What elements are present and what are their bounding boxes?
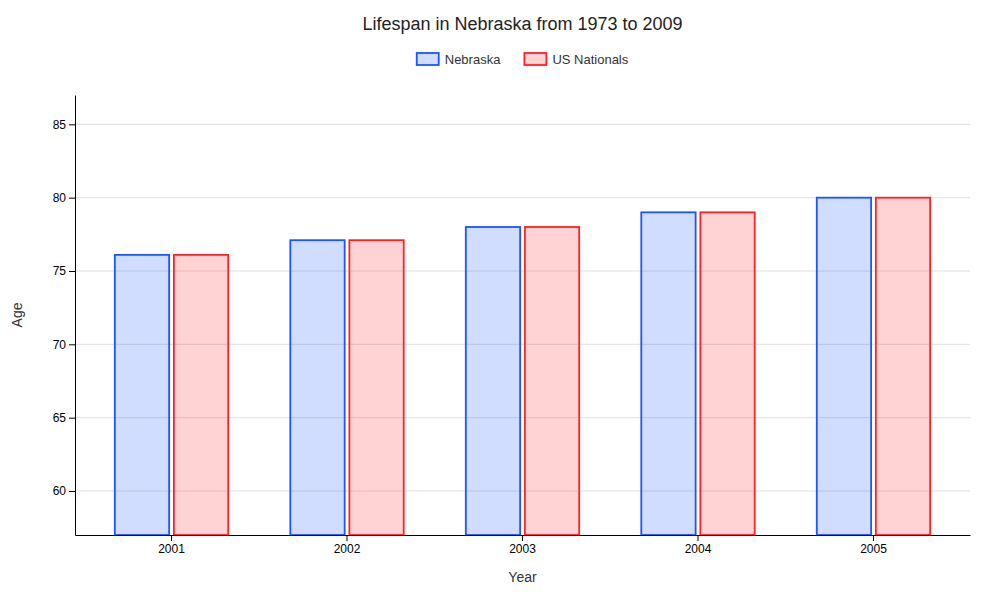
- bar: [466, 227, 520, 535]
- bar-series: [115, 198, 871, 535]
- x-tick-label: 2002: [334, 542, 361, 556]
- plot-area: 2001 2002 2003 2004 2005 60 65 70 75 80 85: [53, 96, 971, 556]
- legend-swatch: [417, 53, 439, 65]
- y-tick-mark: [69, 491, 75, 492]
- x-tick: 2005: [860, 535, 887, 556]
- grid-line: [75, 124, 970, 125]
- y-tick-mark: [69, 198, 75, 199]
- chart-svg: 2001 2002 2003 2004 2005 60 65 70 75 80 85 Year Age L…: [0, 0, 1000, 600]
- x-tick: 2004: [685, 535, 712, 556]
- legend-item: US Nationals: [524, 52, 628, 67]
- x-axis-title: Year: [508, 569, 537, 585]
- legend: Nebraska US Nationals: [417, 52, 629, 67]
- y-tick: 80: [53, 191, 75, 205]
- y-tick: 60: [53, 484, 75, 498]
- x-tick-label: 2003: [509, 542, 536, 556]
- bar: [349, 240, 403, 535]
- legend-label: US Nationals: [552, 52, 628, 67]
- y-tick: 85: [53, 118, 75, 132]
- bar: [115, 255, 169, 535]
- chart-container: 2001 2002 2003 2004 2005 60 65 70 75 80 85 Year Age L…: [0, 0, 1000, 600]
- legend-label: Nebraska: [445, 52, 501, 67]
- y-axis-title: Age: [9, 302, 25, 327]
- y-tick: 75: [53, 264, 75, 278]
- x-tick-mark: [347, 535, 348, 541]
- y-axis: 60 65 70 75 80 85: [53, 96, 76, 536]
- legend-swatch: [524, 53, 546, 65]
- x-tick-mark: [171, 535, 172, 541]
- y-tick-label: 80: [53, 191, 67, 205]
- x-tick-label: 2005: [860, 542, 887, 556]
- bar-series: [174, 198, 930, 535]
- y-tick-label: 70: [53, 338, 67, 352]
- legend-item: Nebraska: [417, 52, 501, 67]
- y-tick-mark: [69, 344, 75, 345]
- y-tick-mark: [69, 271, 75, 272]
- x-tick-mark: [873, 535, 874, 541]
- y-axis-line: [75, 96, 76, 536]
- bars: [115, 198, 930, 535]
- y-tick-label: 60: [53, 484, 67, 498]
- y-tick: 70: [53, 338, 75, 352]
- x-tick-mark: [522, 535, 523, 541]
- x-tick-label: 2001: [158, 542, 185, 556]
- x-axis: 2001 2002 2003 2004 2005: [76, 535, 971, 556]
- x-tick-mark: [697, 535, 698, 541]
- bar: [876, 198, 930, 535]
- x-tick-label: 2004: [685, 542, 712, 556]
- bar: [641, 212, 695, 535]
- x-tick: 2001: [158, 535, 185, 556]
- x-tick: 2003: [509, 535, 536, 556]
- y-tick-label: 75: [53, 264, 67, 278]
- chart-title: Lifespan in Nebraska from 1973 to 2009: [362, 14, 682, 34]
- x-tick: 2002: [334, 535, 361, 556]
- y-tick: 65: [53, 411, 75, 425]
- y-tick-label: 85: [53, 118, 67, 132]
- bar: [290, 240, 344, 535]
- bar: [817, 198, 871, 535]
- bar: [700, 212, 754, 535]
- y-tick-mark: [69, 124, 75, 125]
- bar: [525, 227, 579, 535]
- y-tick-mark: [69, 418, 75, 419]
- y-tick-label: 65: [53, 411, 67, 425]
- bar: [174, 255, 228, 535]
